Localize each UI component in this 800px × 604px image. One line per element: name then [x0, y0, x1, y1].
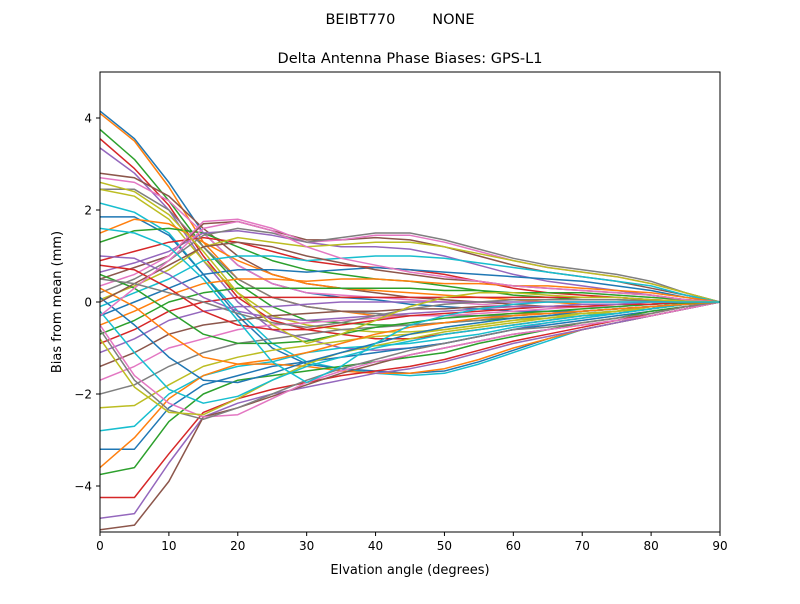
series-line [100, 273, 720, 345]
y-axis-label: Bias from mean (mm) [50, 231, 65, 373]
x-axis-ticks: 0 10 20 30 40 50 60 70 80 90 [96, 532, 728, 553]
x-tick-label: 50 [437, 539, 452, 553]
series-line [100, 255, 720, 308]
y-axis-ticks: −4 −2 0 2 4 [74, 112, 100, 494]
series-line [100, 227, 720, 384]
y-tick-label: −4 [74, 480, 92, 494]
series-line [100, 301, 720, 404]
x-tick-label: 0 [96, 539, 104, 553]
series-line [100, 301, 720, 416]
series-line [100, 266, 720, 317]
series-line [100, 227, 720, 303]
x-tick-label: 10 [161, 539, 176, 553]
y-tick-label: 4 [84, 112, 92, 126]
x-tick-label: 90 [712, 539, 727, 553]
figure-suptitle: BEIBT770 NONE [325, 12, 474, 28]
series-lines-group [100, 110, 720, 531]
series-line [100, 220, 720, 317]
x-axis-label: Elvation angle (degrees) [330, 563, 489, 578]
x-tick-label: 70 [575, 539, 590, 553]
series-line [100, 301, 720, 421]
x-tick-label: 40 [368, 539, 383, 553]
series-line [100, 255, 720, 322]
series-line [100, 278, 720, 329]
y-tick-label: 2 [84, 204, 92, 218]
series-line [100, 287, 720, 365]
series-line [100, 301, 720, 450]
y-tick-label: 0 [84, 296, 92, 310]
series-line [100, 278, 720, 326]
y-tick-label: −2 [74, 388, 92, 402]
series-line [100, 287, 720, 335]
x-tick-label: 30 [299, 539, 314, 553]
chart-title: Delta Antenna Phase Biases: GPS-L1 [278, 51, 543, 67]
x-tick-label: 80 [643, 539, 658, 553]
series-line [100, 301, 720, 418]
series-line [100, 181, 720, 345]
x-tick-label: 20 [230, 539, 245, 553]
x-tick-label: 60 [506, 539, 521, 553]
